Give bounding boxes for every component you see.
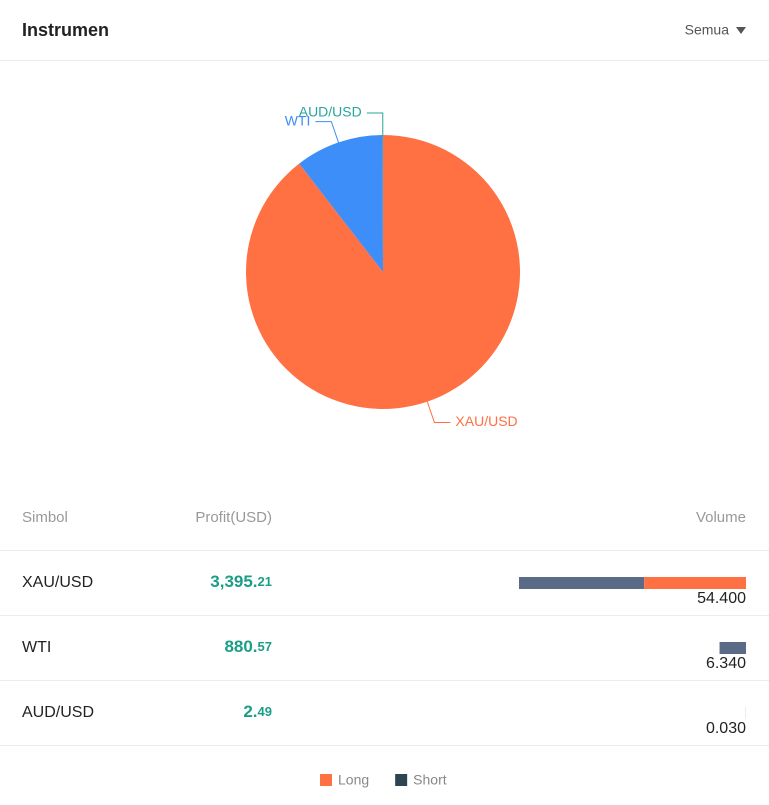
legend-label[interactable]: Short (413, 772, 447, 788)
legend-label[interactable]: Long (338, 772, 369, 788)
volume-bar-long (644, 577, 746, 589)
volume-bar-short (719, 642, 746, 654)
volume-bar-short (519, 577, 645, 589)
legend-item[interactable]: Short (395, 772, 447, 788)
leader-line (366, 112, 384, 136)
slice-label: WTI (285, 112, 311, 128)
profit-main: 880. (224, 637, 257, 656)
legend: Long Short (320, 772, 447, 788)
leader-line (315, 121, 339, 143)
volume: 6.340 (706, 655, 746, 672)
pie-slice (299, 135, 383, 272)
legend-item[interactable]: Long (320, 772, 369, 788)
profit-main: 2. (243, 702, 257, 721)
leader-line (426, 401, 451, 423)
panel-title: Instrumen (22, 20, 109, 40)
profit: 2.49 (243, 702, 272, 721)
profit-fraction: 49 (258, 704, 272, 719)
table: Simbol Profit(USD) Volume XAU/USD 3,395.21 54… (0, 509, 769, 746)
volume: 54.400 (697, 590, 746, 607)
profit: 3,395.21 (210, 572, 272, 591)
column-header: Simbol (22, 509, 68, 526)
column-header: Volume (696, 509, 746, 526)
volume: 0.030 (706, 720, 746, 737)
slice-label: XAU/USD (455, 413, 517, 429)
filter-dropdown[interactable]: Semua (685, 22, 746, 38)
symbol: XAU/USD (22, 574, 93, 591)
profit: 880.57 (224, 637, 272, 656)
symbol: AUD/USD (22, 704, 94, 721)
profit-fraction: 57 (258, 639, 272, 654)
legend-swatch[interactable] (395, 774, 408, 786)
symbol: WTI (22, 639, 51, 656)
profit-main: 3,395. (210, 572, 257, 591)
legend-swatch[interactable] (320, 774, 332, 786)
column-header: Profit(USD) (195, 509, 272, 526)
filter-label[interactable]: Semua (685, 22, 730, 38)
dropdown-arrow[interactable] (736, 27, 746, 34)
profit-fraction: 21 (258, 574, 272, 589)
slice-label: AUD/USD (299, 104, 362, 120)
